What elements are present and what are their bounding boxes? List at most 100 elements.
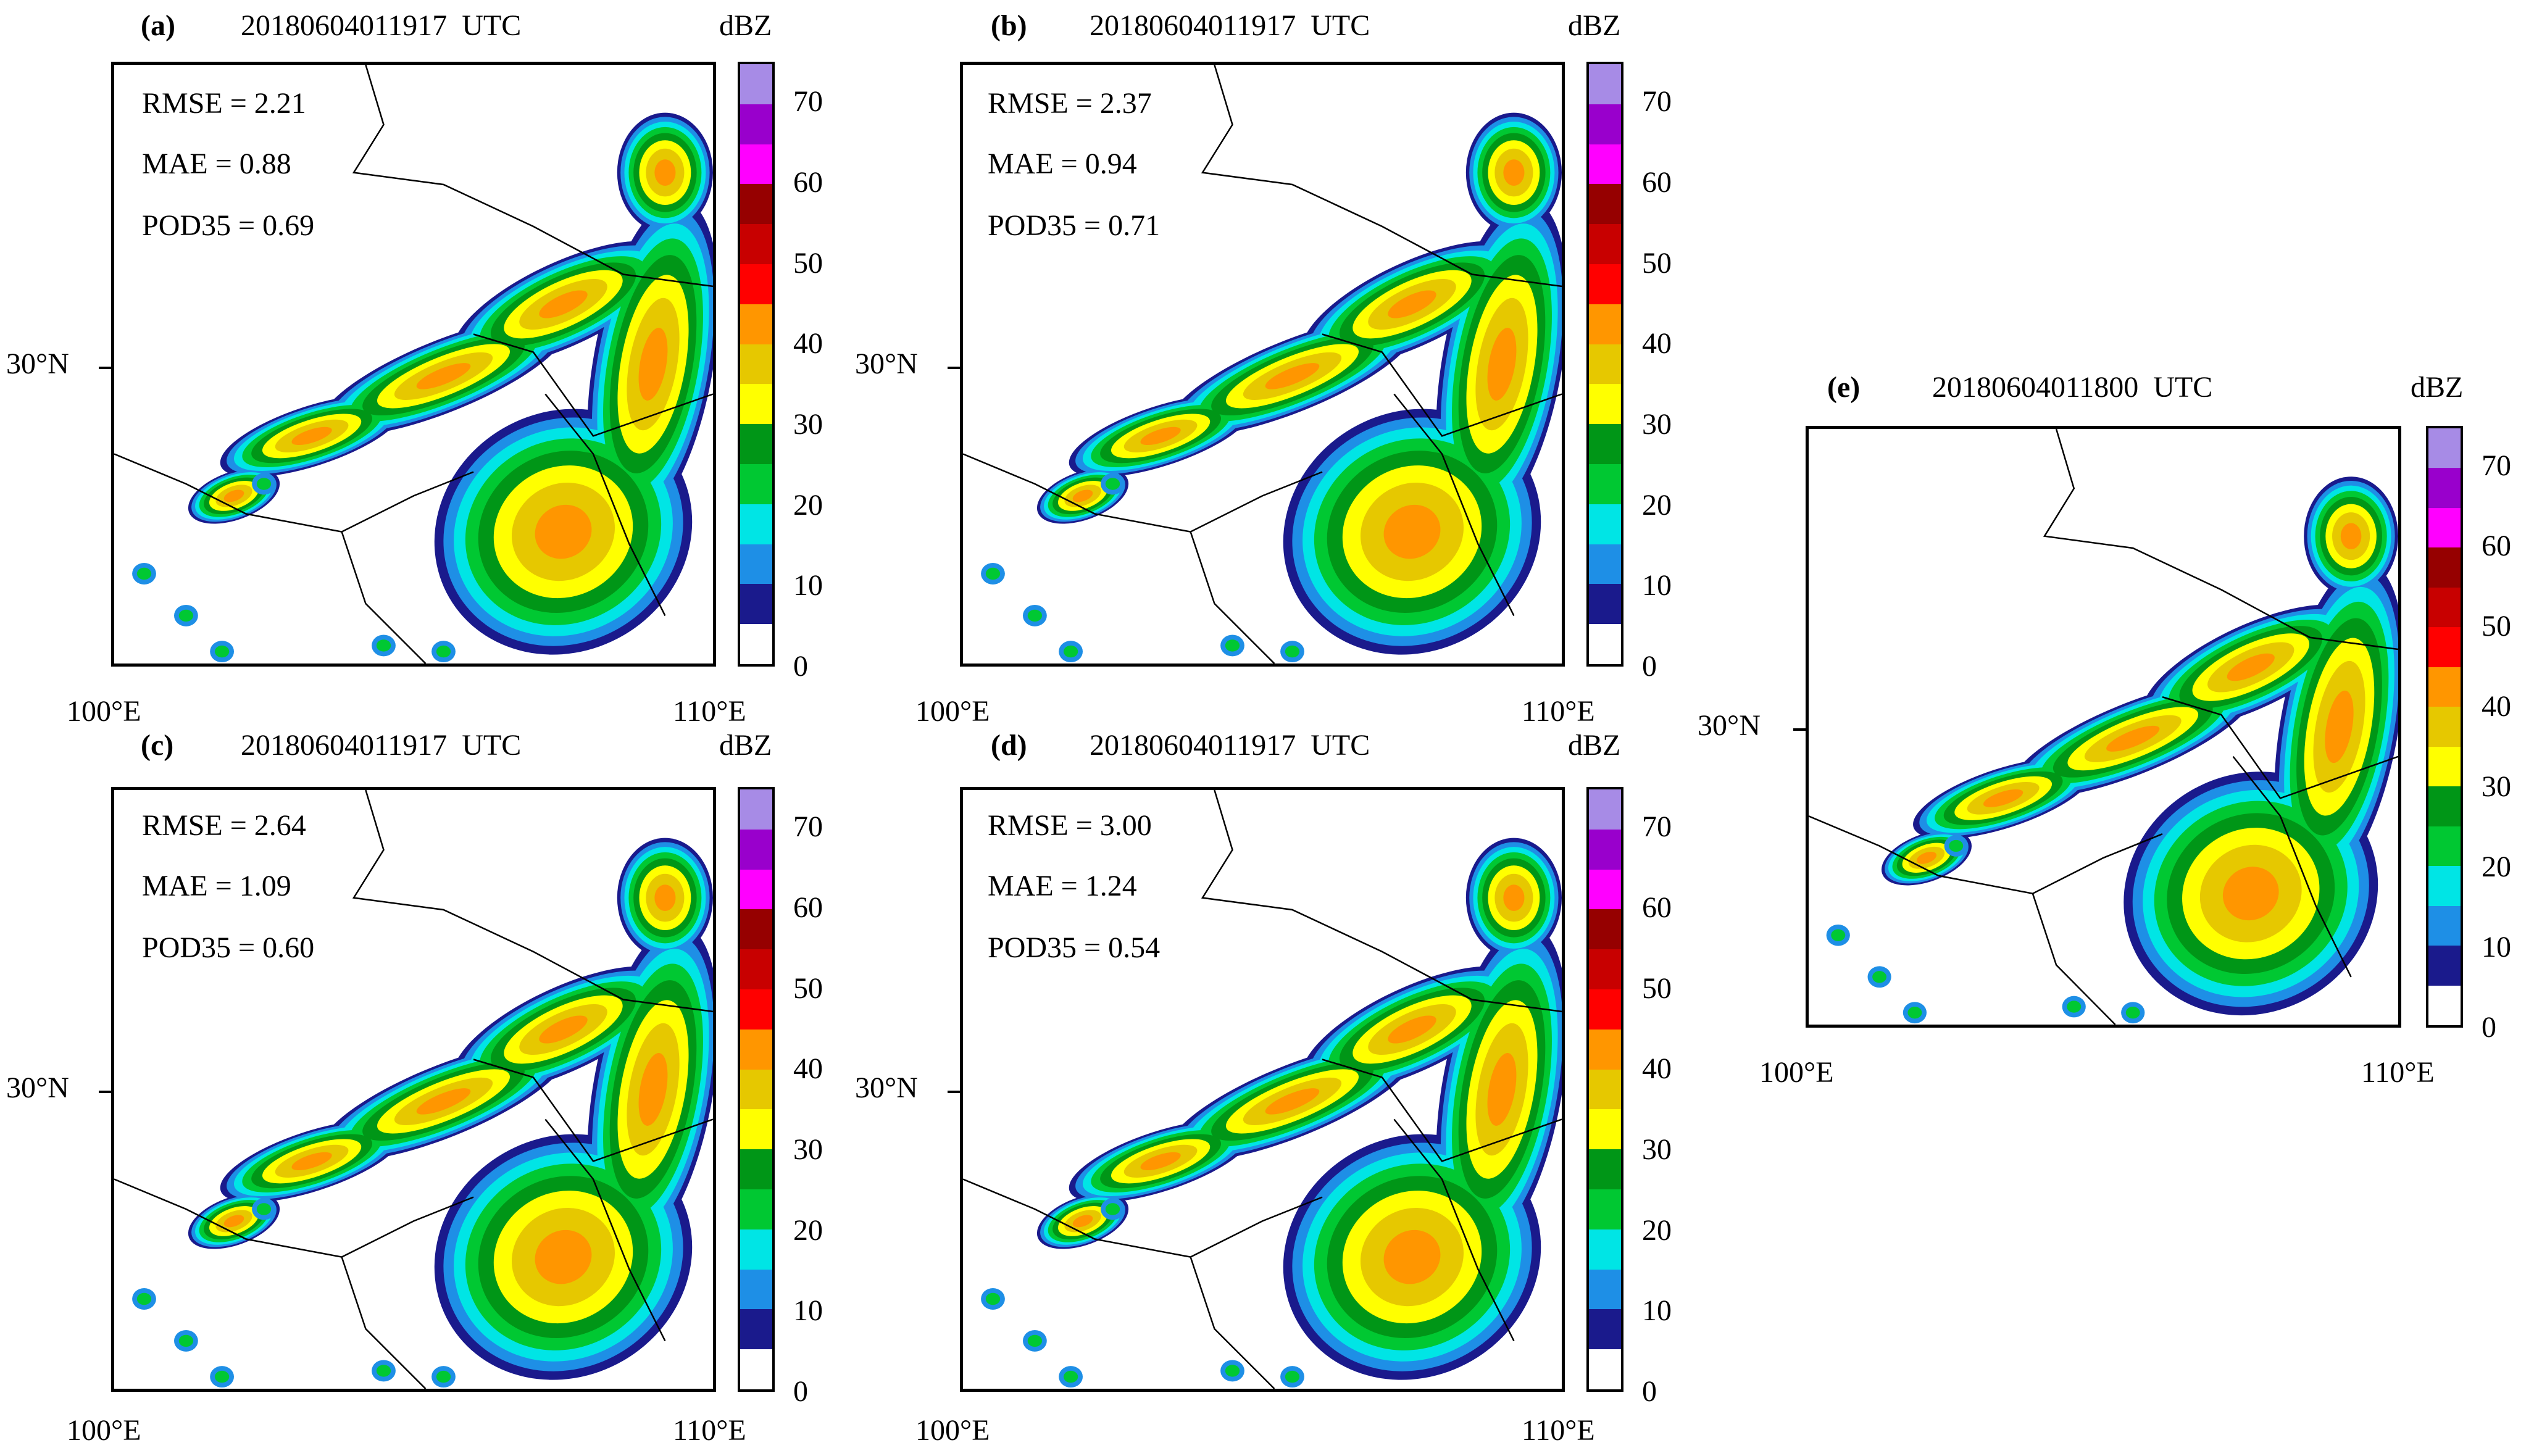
unit-label: dBZ bbox=[719, 729, 772, 762]
x-tick-label-110e: 110°E bbox=[1522, 1414, 1595, 1447]
colorbar-tick-label: 60 bbox=[1642, 891, 1672, 924]
echo-blob bbox=[985, 567, 1001, 580]
province-border bbox=[114, 1178, 474, 1258]
colorbar-segment bbox=[1589, 584, 1621, 625]
colorbar-segment bbox=[740, 829, 772, 870]
x-tick-label-100e: 100°E bbox=[915, 1414, 990, 1447]
echo-blob bbox=[1225, 639, 1240, 652]
colorbar-segment bbox=[1589, 144, 1621, 185]
y-tick-mark bbox=[948, 1091, 961, 1093]
echo-blob bbox=[1285, 1370, 1300, 1383]
echo-blob bbox=[2340, 523, 2362, 549]
echo-blob bbox=[2325, 690, 2354, 763]
province-border bbox=[1201, 790, 1562, 1013]
echo-blob bbox=[1388, 290, 1436, 318]
colorbar-tick-label: 70 bbox=[1642, 85, 1672, 119]
y-tick-label-30n: 30°N bbox=[6, 1071, 69, 1104]
y-tick-mark bbox=[99, 1091, 112, 1093]
colorbar-tick-label: 20 bbox=[793, 1213, 823, 1247]
colorbar-tick-label: 70 bbox=[2482, 449, 2511, 482]
panel-time: 20180604011917 UTC bbox=[1090, 729, 1370, 762]
panel-time: 20180604011917 UTC bbox=[241, 9, 522, 42]
echo-blob bbox=[214, 1370, 230, 1383]
echo-blob bbox=[1063, 1370, 1078, 1383]
colorbar-segment bbox=[740, 949, 772, 990]
colorbar-tick-label: 60 bbox=[1642, 166, 1672, 199]
province-border bbox=[1393, 1118, 1515, 1341]
echo-blob bbox=[376, 1365, 391, 1377]
colorbar-segment bbox=[740, 869, 772, 910]
colorbar-segment bbox=[1589, 1069, 1621, 1110]
colorbar-tick-label: 60 bbox=[793, 166, 823, 199]
echo-blob bbox=[1383, 1229, 1441, 1284]
colorbar-tick-label: 20 bbox=[793, 488, 823, 522]
colorbar-segment bbox=[1589, 869, 1621, 910]
x-tick-label-100e: 100°E bbox=[1759, 1056, 1834, 1089]
colorbar-segment bbox=[2428, 707, 2461, 747]
colorbar-tick-label: 0 bbox=[793, 650, 808, 683]
colorbar-segment bbox=[1589, 624, 1621, 664]
echo-blob bbox=[291, 426, 332, 446]
colorbar-segment bbox=[2428, 547, 2461, 588]
y-tick-mark bbox=[99, 367, 112, 369]
colorbar-segment bbox=[2428, 468, 2461, 508]
colorbar-segment bbox=[2428, 627, 2461, 667]
colorbar-tick-label: 10 bbox=[793, 1294, 823, 1328]
radar-map bbox=[111, 787, 716, 1392]
echo-blob bbox=[1388, 1015, 1436, 1044]
colorbar bbox=[1586, 787, 1623, 1392]
y-tick-label-30n: 30°N bbox=[855, 1071, 918, 1104]
province-border bbox=[2043, 429, 2398, 651]
mae-text: MAE = 1.09 bbox=[142, 870, 291, 902]
province-border bbox=[1190, 531, 1275, 664]
echo-blob bbox=[436, 645, 451, 658]
echo-layer bbox=[114, 65, 713, 664]
echo-blob bbox=[136, 567, 152, 580]
colorbar-segment bbox=[740, 1109, 772, 1150]
colorbar-segment bbox=[740, 1229, 772, 1270]
province-border bbox=[1322, 333, 1562, 437]
radar-map bbox=[960, 62, 1565, 667]
panel-time: 20180604011917 UTC bbox=[1090, 9, 1370, 42]
echo-blob bbox=[223, 1215, 244, 1228]
echo-blob bbox=[1265, 1088, 1320, 1115]
colorbar-tick-label: 0 bbox=[1642, 650, 1657, 683]
colorbar-tick-label: 40 bbox=[793, 1052, 823, 1086]
colorbar-segment bbox=[1589, 344, 1621, 385]
province-border bbox=[352, 790, 713, 1013]
province-border bbox=[2162, 696, 2398, 799]
colorbar-segment bbox=[740, 1349, 772, 1389]
y-tick-label-30n: 30°N bbox=[1698, 709, 1761, 742]
echo-blob bbox=[1225, 1365, 1240, 1377]
echo-blob bbox=[539, 290, 588, 318]
province-border bbox=[114, 453, 474, 533]
province-border bbox=[1201, 65, 1562, 288]
colorbar-segment bbox=[2428, 667, 2461, 707]
echo-blob bbox=[2125, 1007, 2140, 1019]
x-tick-label-110e: 110°E bbox=[673, 1414, 746, 1447]
colorbar-segment bbox=[2428, 587, 2461, 628]
province-border bbox=[1190, 1257, 1275, 1389]
x-tick-label-100e: 100°E bbox=[915, 695, 990, 728]
colorbar-segment bbox=[740, 584, 772, 625]
colorbar-tick-label: 30 bbox=[1642, 1133, 1672, 1166]
colorbar-tick-label: 10 bbox=[1642, 1294, 1672, 1328]
x-tick-label-110e: 110°E bbox=[673, 695, 746, 728]
colorbar-segment bbox=[1589, 504, 1621, 544]
radar-map bbox=[111, 62, 716, 667]
echo-blob bbox=[1140, 426, 1181, 446]
colorbar-tick-label: 40 bbox=[793, 327, 823, 360]
unit-label: dBZ bbox=[719, 9, 772, 42]
colorbar-tick-label: 10 bbox=[1642, 569, 1672, 602]
rmse-text: RMSE = 3.00 bbox=[988, 809, 1152, 842]
echo-blob bbox=[1265, 363, 1320, 389]
echo-blob bbox=[1105, 1203, 1120, 1215]
colorbar-tick-label: 30 bbox=[2482, 770, 2511, 803]
province-border bbox=[473, 333, 713, 437]
colorbar-segment bbox=[740, 1029, 772, 1070]
pod35-text: POD35 = 0.54 bbox=[988, 931, 1161, 964]
colorbar-segment bbox=[2428, 746, 2461, 787]
colorbar-segment bbox=[740, 1189, 772, 1229]
echo-blob bbox=[1487, 328, 1517, 401]
province-border bbox=[1809, 815, 2163, 895]
